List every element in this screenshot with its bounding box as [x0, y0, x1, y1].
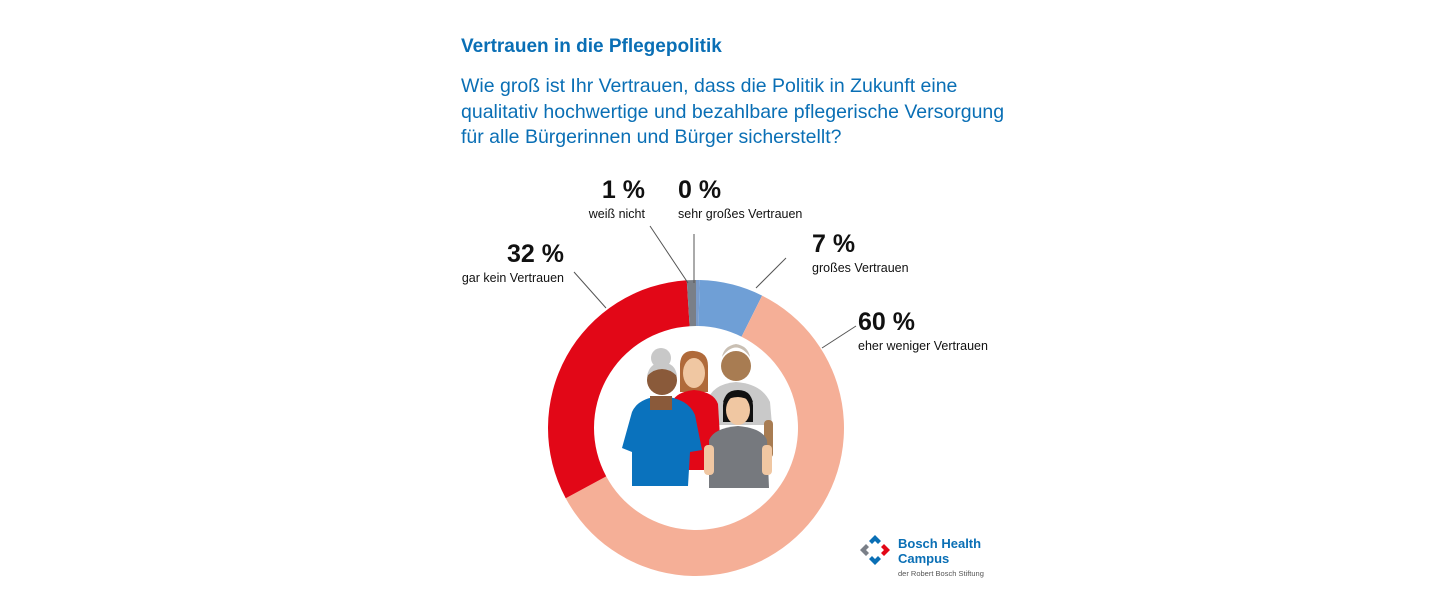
question-text: Wie groß ist Ihr Vertrauen, dass die Pol… [461, 75, 1005, 148]
donut-slice-0 [696, 280, 700, 327]
slice-labels: 0 % sehr großes Vertrauen 7 % großes Ver… [462, 176, 988, 353]
label-txt-gar-kein: gar kein Vertrauen [462, 271, 564, 285]
bosch-health-campus-logo-icon [860, 535, 890, 565]
donut-slice-4 [686, 280, 696, 327]
leader-line-2 [821, 325, 857, 349]
label-txt-eher-weniger: eher weniger Vertrauen [858, 339, 988, 353]
label-pct-eher-weniger: 60 % [858, 308, 915, 336]
donut-slices [548, 280, 844, 576]
donut-slice-2 [565, 295, 844, 576]
people-illustration [622, 344, 773, 488]
label-txt-sehr-gross: sehr großes Vertrauen [678, 207, 802, 221]
donut-slice-3 [548, 280, 690, 499]
leader-line-3 [573, 271, 607, 309]
logo-wordmark: Bosch Health Campus [898, 536, 981, 566]
donut-slice-1 [698, 280, 763, 337]
logo-line-2: Campus [898, 551, 950, 566]
label-pct-weiss-nicht: 1 % [602, 176, 645, 204]
leader-lines [573, 225, 857, 349]
label-pct-sehr-gross: 0 % [678, 176, 721, 204]
label-txt-gross: großes Vertrauen [812, 261, 909, 275]
label-pct-gross: 7 % [812, 230, 855, 258]
label-txt-weiss-nicht: weiß nicht [588, 207, 646, 221]
logo-line-1: Bosch Health [898, 536, 982, 551]
logo-subline: der Robert Bosch Stiftung [898, 569, 984, 578]
chart-title: Vertrauen in die Pflegepolitik [461, 36, 722, 57]
leader-line-4 [649, 225, 689, 284]
leader-line-1 [755, 257, 787, 289]
label-pct-gar-kein: 32 % [507, 240, 564, 268]
